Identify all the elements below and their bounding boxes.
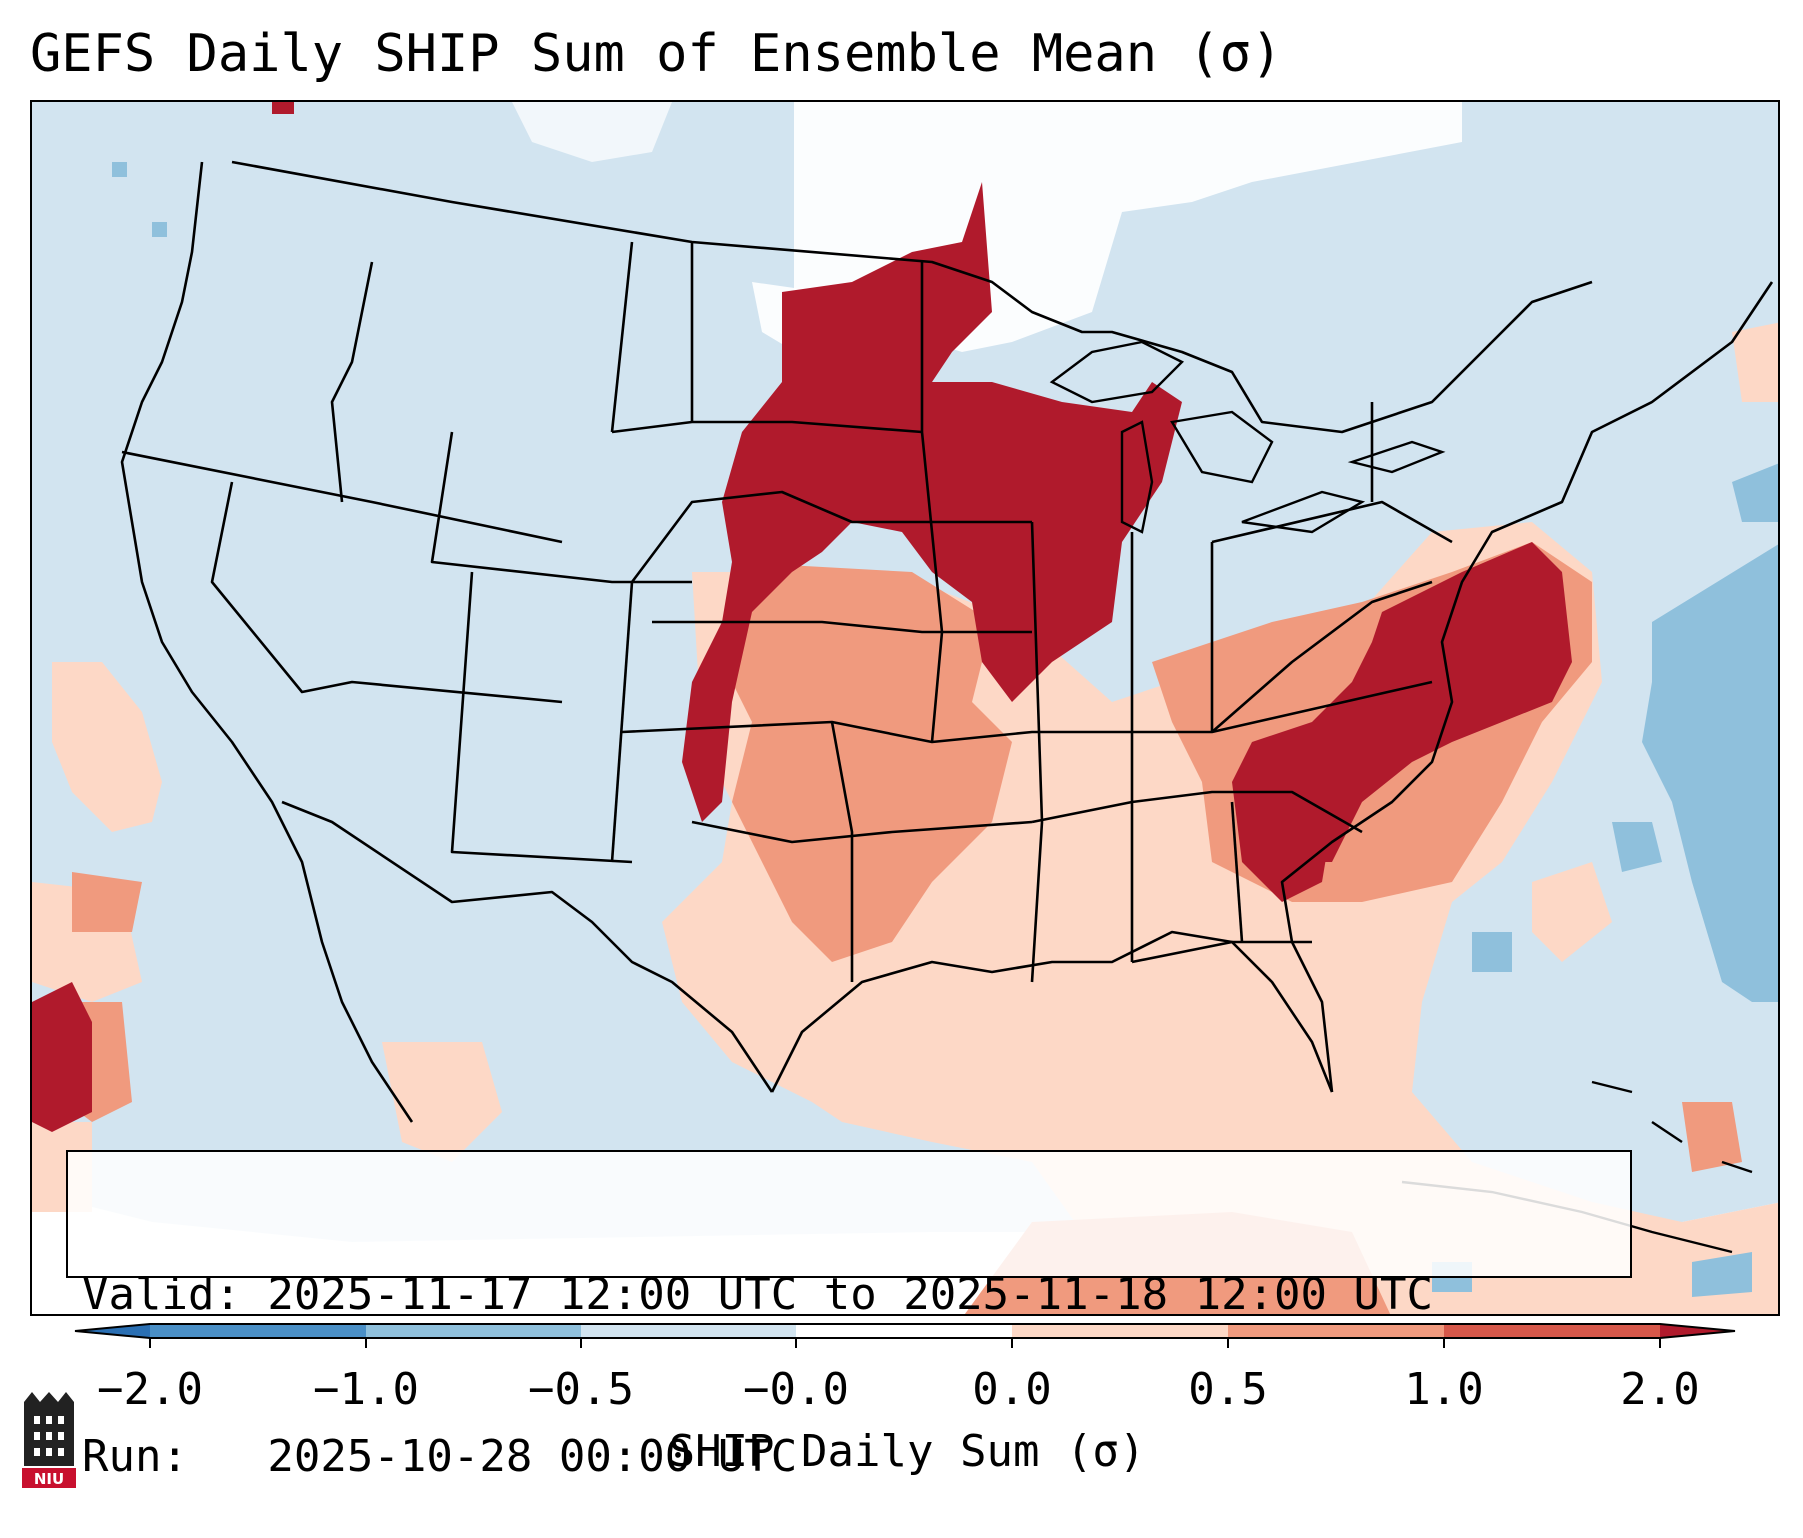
- map-title: GEFS Daily SHIP Sum of Ensemble Mean (σ): [30, 24, 1283, 84]
- colorbar-extend-min: [75, 1324, 150, 1338]
- colorbar-bin: [366, 1324, 581, 1338]
- run-time-text: Run: 2025-10-28 00:00 UTC: [82, 1431, 798, 1482]
- colorbar-extend-max: [1660, 1324, 1735, 1338]
- colorbar-tick-label: −0.5: [528, 1364, 634, 1415]
- anomaly-negative: [112, 162, 1778, 1297]
- colorbar-bin: [150, 1324, 366, 1338]
- colorbar-bin: [581, 1324, 796, 1338]
- political-borders: [120, 160, 1774, 1123]
- great-lakes: [1049, 340, 1446, 534]
- anomaly-strong-positive: [32, 102, 1572, 1132]
- colorbar-bin: [796, 1324, 1012, 1338]
- colorbar-tick-label: −2.0: [97, 1364, 203, 1415]
- valid-time-text: Valid: 2025-11-17 12:00 UTC to 2025-11-1…: [82, 1269, 1434, 1320]
- colorbar-tick-label: −1.0: [313, 1364, 419, 1415]
- colorbar-bin: [1228, 1324, 1444, 1338]
- valid-run-info-box: Valid: 2025-11-17 12:00 UTC to 2025-11-1…: [66, 1150, 1632, 1482]
- colorbar-bin: [1012, 1324, 1228, 1338]
- colorbar-tick-label: 1.0: [1404, 1364, 1484, 1415]
- niu-logo: NIU: [22, 1392, 76, 1488]
- colorbar-tick-label: 0.5: [1188, 1364, 1268, 1415]
- map-canvas: [32, 102, 1778, 1314]
- map-panel[interactable]: [30, 100, 1780, 1316]
- colorbar-bin: [1444, 1324, 1660, 1338]
- colorbar-tick-label: 2.0: [1620, 1364, 1700, 1415]
- colorbar: [74, 1323, 1736, 1348]
- colorbar-tick-label: −0.0: [743, 1364, 849, 1415]
- svg-text:NIU: NIU: [34, 1470, 64, 1488]
- colorbar-tick-label: 0.0: [972, 1364, 1052, 1415]
- colorbar-label: SHIP Daily Sum (σ): [668, 1426, 1146, 1477]
